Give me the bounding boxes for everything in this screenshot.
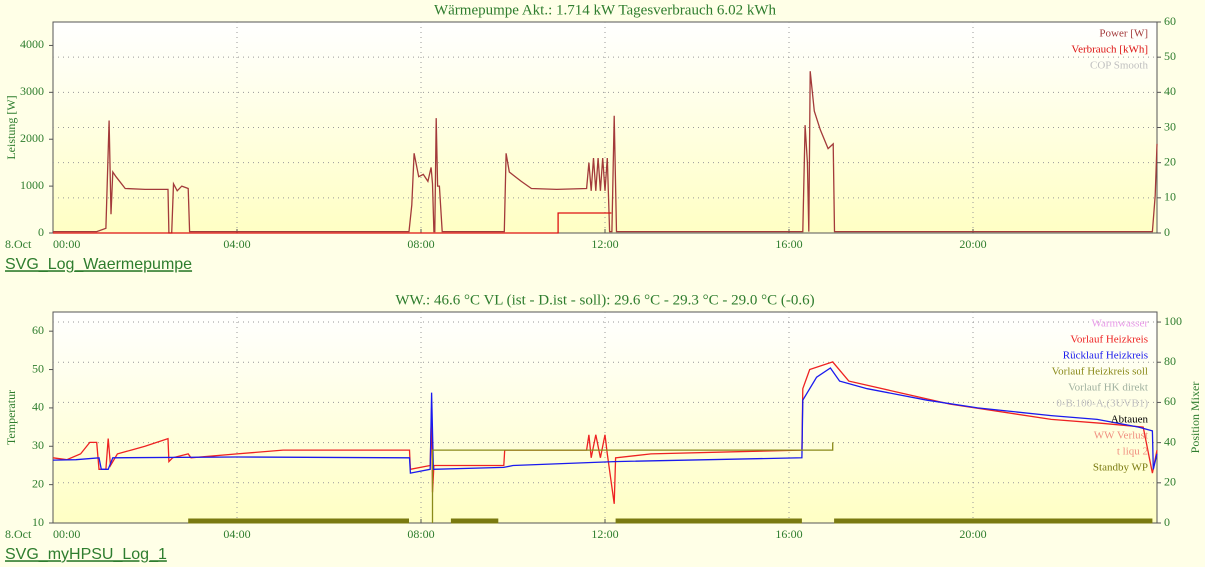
x-tick-label: 16:00 xyxy=(775,237,802,251)
y-axis-label: Temperatur xyxy=(4,390,18,445)
y2-tick-label: 40 xyxy=(1164,434,1176,448)
y-tick-label: 30 xyxy=(32,438,44,452)
x-tick-label: 00:00 xyxy=(53,237,80,251)
chart-title: Wärmepumpe Akt.: 1.714 kW Tagesverbrauch… xyxy=(434,2,777,18)
legend-entry: Vorlauf HK direkt xyxy=(1068,382,1148,394)
y2-tick-label: 0 xyxy=(1164,225,1170,239)
chart-title: WW.: 46.6 °C VL (ist - D.ist - soll): 29… xyxy=(395,292,814,308)
legend-entry: Power [W] xyxy=(1099,28,1148,40)
y2-tick-label: 0 xyxy=(1164,515,1170,529)
y2-tick-label: 20 xyxy=(1164,154,1176,168)
chart-link[interactable]: SVG_Log_Waermepumpe xyxy=(5,256,192,273)
chart-link[interactable]: SVG_myHPSU_Log_1 xyxy=(5,546,167,563)
legend-entry: t liqu 2 xyxy=(1117,446,1148,458)
x-date-label: 8.Oct xyxy=(5,237,32,251)
y-tick-label: 10 xyxy=(32,515,44,529)
y-tick-label: 4000 xyxy=(20,37,44,51)
legend-entry: Abtauen xyxy=(1111,414,1149,426)
y-tick-label: 1000 xyxy=(20,178,44,192)
y2-tick-label: 20 xyxy=(1164,475,1176,489)
legend-entry: Rücklauf Heizkreis xyxy=(1063,350,1148,362)
y-tick-label: 60 xyxy=(32,323,44,337)
legend-entry: COP Smooth xyxy=(1090,60,1148,72)
y-tick-label: 40 xyxy=(32,400,44,414)
legend-entry: Standby WP xyxy=(1093,462,1148,474)
x-tick-label: 04:00 xyxy=(223,527,250,541)
y2-tick-label: 50 xyxy=(1164,49,1176,63)
y2-tick-label: 40 xyxy=(1164,84,1176,98)
x-tick-label: 12:00 xyxy=(591,237,618,251)
x-tick-label: 20:00 xyxy=(959,527,986,541)
series-line xyxy=(52,367,1158,474)
x-tick-label: 20:00 xyxy=(959,237,986,251)
x-tick-label: 16:00 xyxy=(775,527,802,541)
legend-entry: WW Verlust xyxy=(1094,430,1148,442)
y-tick-label: 3000 xyxy=(20,84,44,98)
legend-entry: Vorlauf Heizkreis soll xyxy=(1052,366,1148,378)
chart: Wärmepumpe Akt.: 1.714 kW Tagesverbrauch… xyxy=(4,2,1176,273)
chart: WW.: 46.6 °C VL (ist - D.ist - soll): 29… xyxy=(4,292,1202,563)
x-tick-label: 04:00 xyxy=(223,237,250,251)
y-tick-label: 20 xyxy=(32,476,44,490)
legend-entry: Warmwasser xyxy=(1091,318,1148,330)
y2-tick-label: 10 xyxy=(1164,190,1176,204)
y2-tick-label: 30 xyxy=(1164,119,1176,133)
y2-tick-label: 60 xyxy=(1164,14,1176,28)
series-line xyxy=(431,442,834,523)
legend-entry: 0-B.100-A,(3UVB1) xyxy=(1056,398,1148,410)
series-line xyxy=(53,212,612,234)
x-tick-label: 12:00 xyxy=(591,527,618,541)
y2-axis-label: Position Mixer xyxy=(1188,382,1202,454)
legend-entry: Vorlauf Heizkreis xyxy=(1070,334,1148,346)
x-tick-label: 00:00 xyxy=(53,527,80,541)
y2-tick-label: 60 xyxy=(1164,394,1176,408)
y-axis-label: Leistung [W] xyxy=(4,95,18,159)
y-tick-label: 2000 xyxy=(20,131,44,145)
y-tick-label: 0 xyxy=(38,225,44,239)
y2-tick-label: 100 xyxy=(1164,314,1182,328)
y-tick-label: 50 xyxy=(32,361,44,375)
series-line xyxy=(52,361,1158,504)
legend-entry: Verbrauch [kWh] xyxy=(1071,44,1148,56)
y2-tick-label: 80 xyxy=(1164,354,1176,368)
x-date-label: 8.Oct xyxy=(5,527,32,541)
x-tick-label: 08:00 xyxy=(407,237,434,251)
x-tick-label: 08:00 xyxy=(407,527,434,541)
